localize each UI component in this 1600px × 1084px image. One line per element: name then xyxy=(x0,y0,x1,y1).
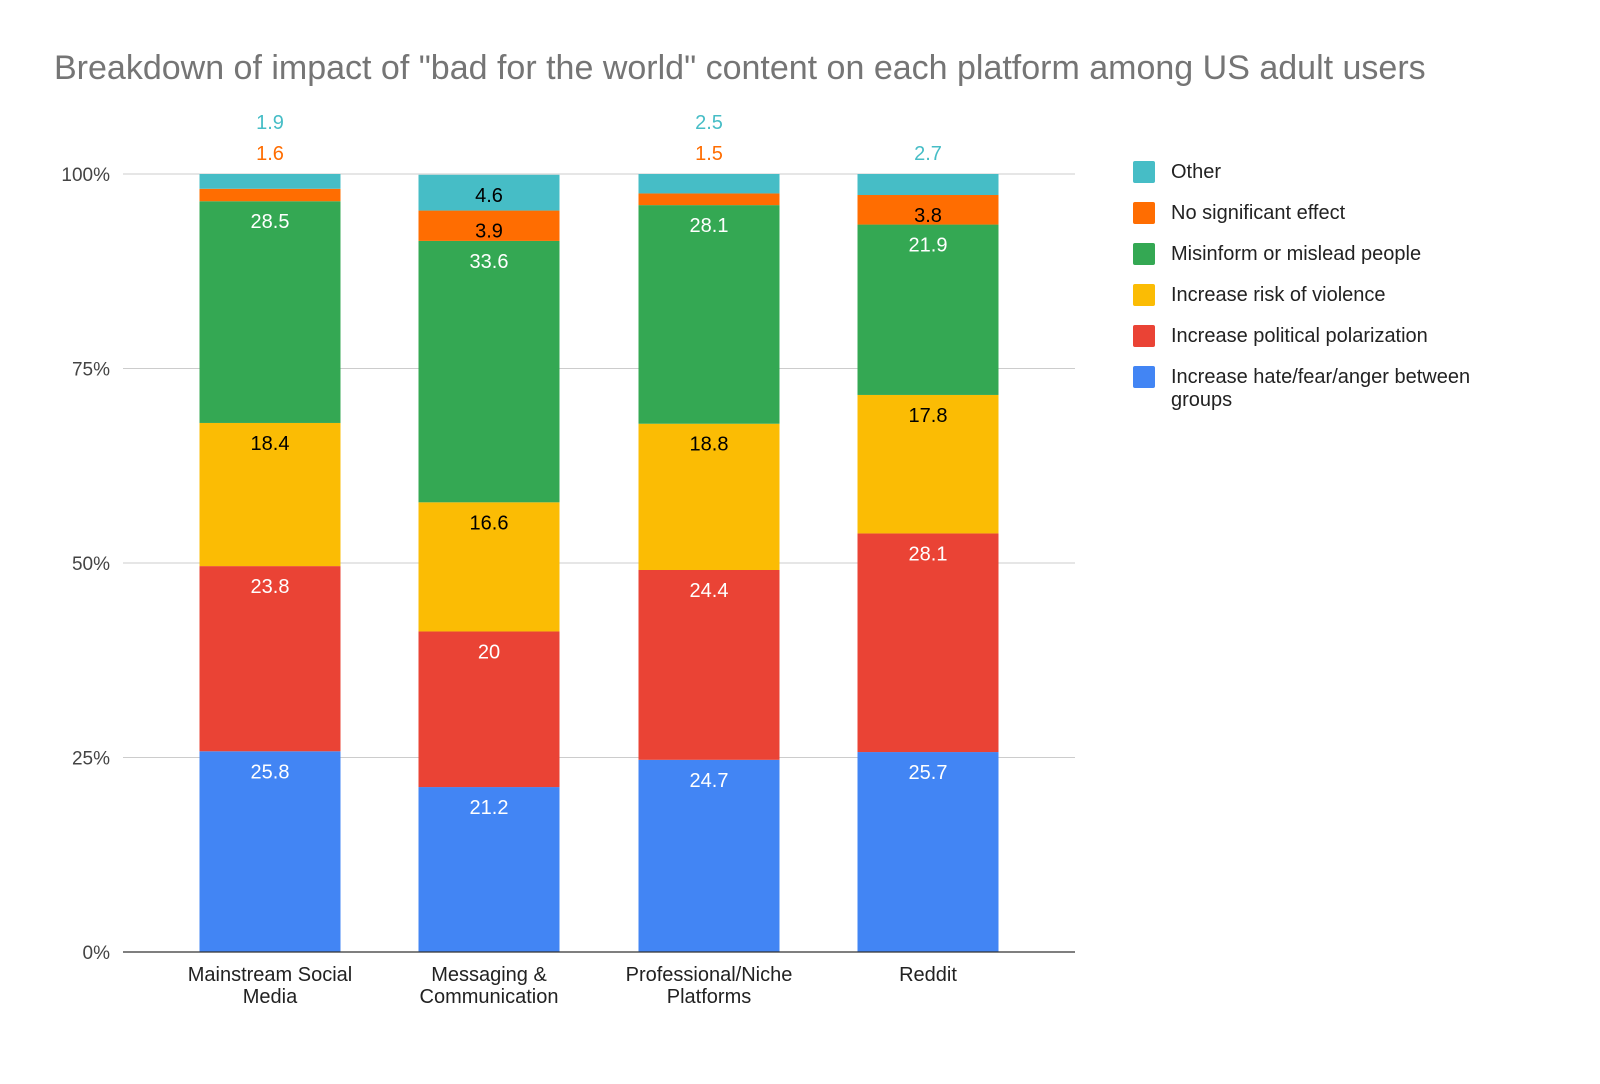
x-tick-label: Media xyxy=(243,986,298,1008)
bar-segment xyxy=(418,240,560,503)
legend-label: Misinform or mislead people xyxy=(1171,243,1422,265)
bar-segment xyxy=(199,188,341,202)
bar-segment xyxy=(857,174,999,196)
bar-segment xyxy=(857,224,999,395)
legend-label: No significant effect xyxy=(1171,202,1346,224)
bar-segment xyxy=(638,570,780,760)
legend-item: No significant effect xyxy=(1133,202,1531,243)
x-tick-label: Messaging & xyxy=(431,964,547,986)
data-label: 1.5 xyxy=(695,143,723,165)
legend-swatch xyxy=(1133,243,1155,265)
x-tick-label: Platforms xyxy=(667,986,751,1008)
y-tick-label: 0% xyxy=(83,943,111,964)
data-label: 18.8 xyxy=(690,434,729,456)
data-label: 25.8 xyxy=(251,761,290,783)
data-label: 16.6 xyxy=(470,512,509,534)
legend-label: Increase political polarization xyxy=(1171,325,1428,347)
data-label: 21.9 xyxy=(909,235,948,257)
x-tick-label: Professional/Niche xyxy=(626,964,793,986)
bar-segment xyxy=(638,205,780,424)
data-label: 24.7 xyxy=(690,770,729,792)
data-label: 1.9 xyxy=(256,112,284,134)
bar-segment xyxy=(857,195,999,225)
data-label: 1.6 xyxy=(256,143,284,165)
bar-segment xyxy=(638,759,780,952)
data-label: 2.7 xyxy=(914,143,942,165)
legend-label: Increase risk of violence xyxy=(1171,284,1386,306)
bar-segment xyxy=(199,201,341,423)
x-tick-label: Communication xyxy=(420,986,559,1008)
bar-segment xyxy=(857,394,999,534)
bar-segment xyxy=(199,422,341,567)
bar-segment xyxy=(638,423,780,571)
legend-swatch xyxy=(1133,284,1155,306)
bar-segment xyxy=(418,787,560,952)
bar-segment xyxy=(199,174,341,189)
data-label: 28.1 xyxy=(909,543,948,565)
legend-item: Misinform or mislead people xyxy=(1133,243,1531,284)
bar-segment xyxy=(418,174,560,211)
data-label: 2.5 xyxy=(695,112,723,134)
data-label: 24.4 xyxy=(690,580,729,602)
legend-item: Increase hate/fear/anger between groups xyxy=(1133,366,1531,411)
bar-segment xyxy=(638,174,780,194)
legend-label: Increase hate/fear/anger between groups xyxy=(1171,366,1471,411)
legend-swatch xyxy=(1133,202,1155,224)
legend-swatch xyxy=(1133,161,1155,183)
data-label: 33.6 xyxy=(470,251,509,273)
data-label: 18.4 xyxy=(251,433,290,455)
bar-segment xyxy=(857,752,999,952)
data-label: 28.5 xyxy=(251,211,290,233)
data-label: 23.8 xyxy=(251,576,290,598)
data-label: 21.2 xyxy=(470,797,509,819)
legend-item: Increase political polarization xyxy=(1133,325,1531,366)
bar-segment xyxy=(199,566,341,752)
bar-segment xyxy=(857,533,999,753)
legend-label: Other xyxy=(1171,161,1222,183)
legend: Other No significant effect Misinform or m… xyxy=(1133,161,1531,411)
legend-swatch xyxy=(1133,325,1155,347)
data-label: 3.9 xyxy=(475,221,503,243)
bar-segment xyxy=(199,751,341,952)
x-tick-label: Reddit xyxy=(899,964,957,986)
legend-swatch xyxy=(1133,366,1155,388)
bar-segment xyxy=(418,631,560,788)
data-label: 3.8 xyxy=(914,205,942,227)
y-tick-label: 75% xyxy=(72,360,110,381)
data-label: 25.7 xyxy=(909,762,948,784)
y-tick-label: 50% xyxy=(72,554,110,575)
data-label: 17.8 xyxy=(909,405,948,427)
bar-segment xyxy=(418,210,560,241)
legend-item: Other xyxy=(1133,161,1531,202)
data-label: 28.1 xyxy=(690,215,729,237)
x-tick-label: Mainstream Social xyxy=(188,964,353,986)
chart-title: Breakdown of impact of "bad for the worl… xyxy=(54,49,1426,87)
bar-segment xyxy=(418,502,560,632)
data-label: 4.6 xyxy=(475,185,503,207)
y-tick-label: 100% xyxy=(61,165,110,186)
data-label: 20 xyxy=(478,641,500,663)
legend-item: Increase risk of violence xyxy=(1133,284,1531,325)
bar-segment xyxy=(638,193,780,206)
y-tick-label: 25% xyxy=(72,749,110,770)
